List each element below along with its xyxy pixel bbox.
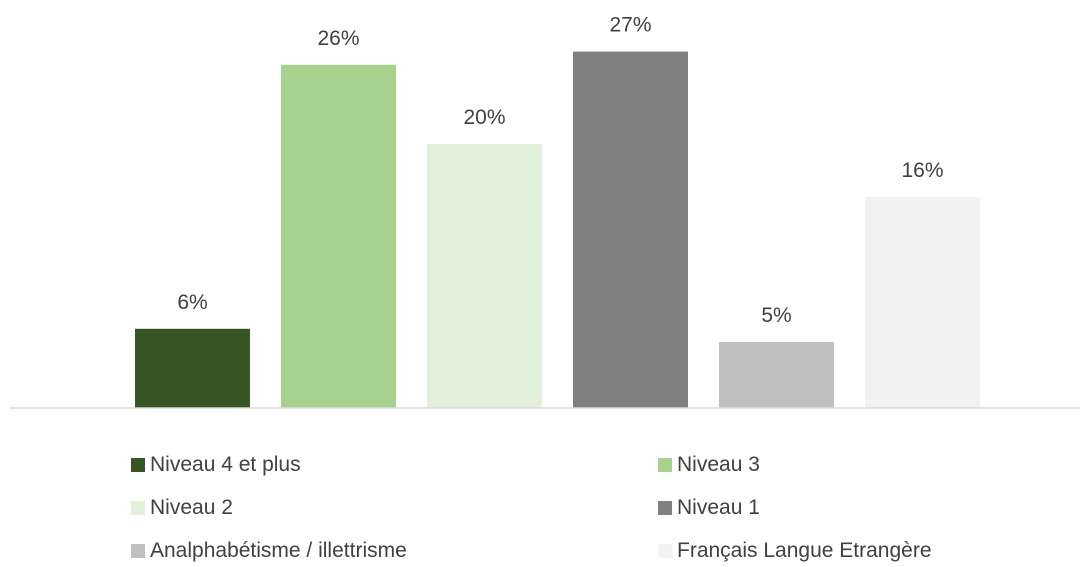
data-label-4: 27% xyxy=(609,14,651,37)
data-label-1: 6% xyxy=(177,291,207,314)
bars-group xyxy=(135,51,980,409)
bar-1 xyxy=(135,328,250,408)
bar-3 xyxy=(427,144,542,408)
bar-2 xyxy=(281,64,396,409)
bar-4 xyxy=(573,51,688,408)
bar-6 xyxy=(865,196,980,408)
value-labels-group: 6% 26% 20% 27% 5% 16% xyxy=(177,14,943,327)
data-label-6: 16% xyxy=(901,159,943,182)
data-label-5: 5% xyxy=(761,304,791,327)
data-label-2: 26% xyxy=(317,27,359,50)
data-label-3: 20% xyxy=(463,106,505,129)
bar-5 xyxy=(719,342,834,408)
